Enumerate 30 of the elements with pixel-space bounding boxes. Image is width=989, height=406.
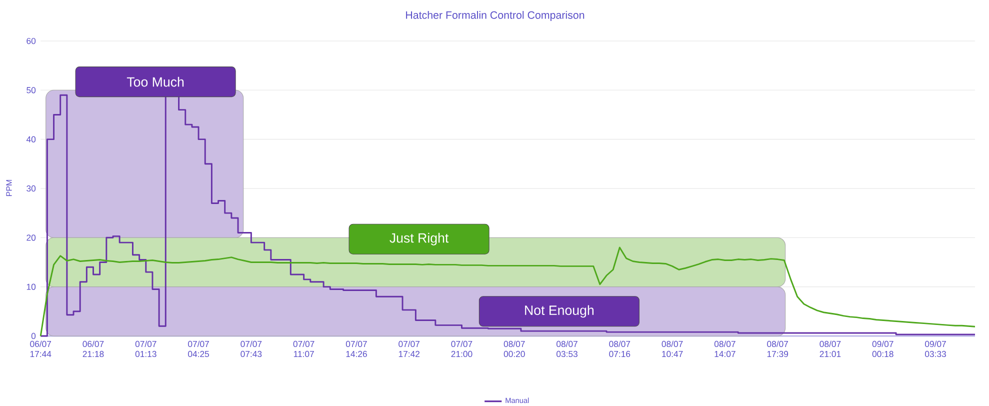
y-tick-label: 20: [26, 234, 36, 241]
y-tick-label: 60: [26, 38, 36, 44]
y-tick-label: 10: [26, 284, 36, 290]
x-tick-label: 07/07 14:26: [346, 340, 367, 358]
chart-title: Hatcher Formalin Control Comparison: [406, 11, 584, 21]
x-tick-label: 07/07 04:25: [188, 340, 210, 358]
y-tick-label: 40: [26, 136, 36, 142]
y-tick-label: 30: [26, 185, 36, 192]
x-tick-label: 09/07 00:18: [872, 340, 894, 358]
band-label: Just Right: [390, 232, 449, 246]
y-axis-title: PPM: [6, 180, 12, 196]
x-tick-label: 08/07 00:20: [504, 340, 525, 358]
x-tick-label: 08/07 10:47: [662, 340, 683, 358]
x-tick-label: 06/07 17:44: [30, 340, 52, 357]
y-tick-label: 0: [31, 332, 36, 340]
x-tick-label: 07/07 11:07: [293, 340, 314, 358]
x-tick-label: 06/07 21:18: [82, 340, 104, 358]
x-tick-label: 08/07 03:53: [556, 340, 578, 358]
x-tick-label: 07/07 17:42: [398, 340, 420, 357]
band-label: Not Enough: [525, 305, 594, 318]
x-tick-label: 08/07 07:16: [609, 340, 630, 358]
x-tick-label: 08/07 14:07: [714, 340, 736, 358]
x-tick-label: 07/07 07:43: [240, 340, 262, 358]
x-tick-label: 08/07 21:01: [820, 340, 841, 358]
x-tick-label: 09/07 03:33: [925, 340, 946, 358]
band-label: Too Much: [126, 76, 184, 87]
x-tick-label: 07/07 21:00: [451, 340, 472, 358]
y-tick-label: 50: [26, 87, 36, 94]
x-tick-label: 07/07 01:13: [135, 340, 156, 358]
x-tick-label: 08/07 17:39: [767, 340, 788, 358]
